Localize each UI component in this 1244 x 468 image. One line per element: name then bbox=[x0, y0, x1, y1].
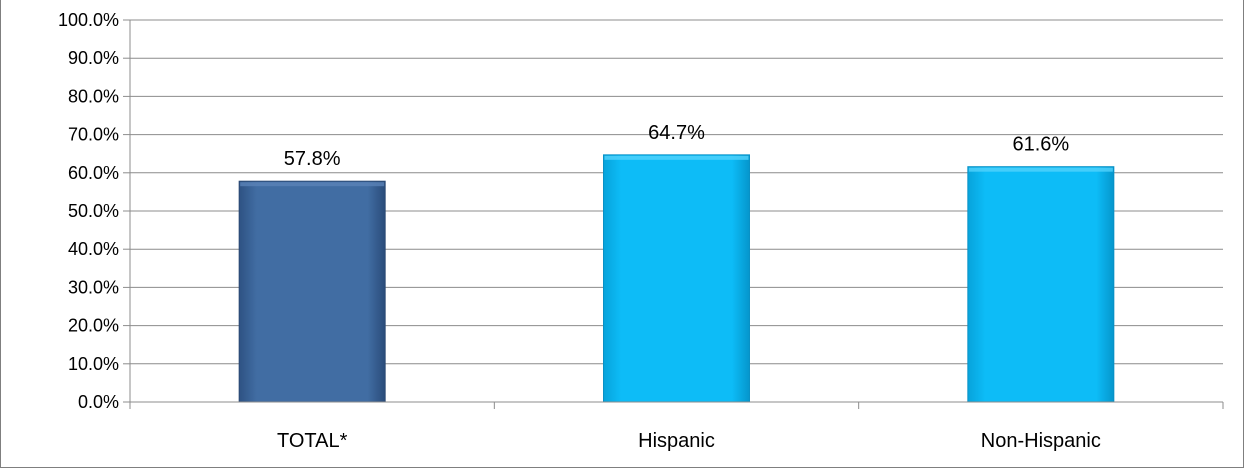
bar-total bbox=[238, 180, 386, 403]
y-tick-label: 50.0% bbox=[68, 201, 119, 221]
y-tick-label: 90.0% bbox=[68, 48, 119, 68]
category-label: TOTAL* bbox=[277, 430, 348, 452]
y-tick-label: 60.0% bbox=[68, 163, 119, 183]
bar-bevel bbox=[240, 182, 385, 187]
bar-bevel bbox=[604, 155, 749, 160]
y-tick-label: 20.0% bbox=[68, 316, 119, 336]
y-tick-label: 80.0% bbox=[68, 86, 119, 106]
y-tick-label: 0.0% bbox=[78, 392, 119, 412]
data-label: 61.6% bbox=[1012, 134, 1069, 156]
category-label: Hispanic bbox=[638, 430, 715, 452]
y-axis-tick-labels: 0.0% 10.0% 20.0% 30.0% 40.0% 50.0% 60.0% 70.0% 8… bbox=[58, 10, 119, 412]
y-tick-label: 10.0% bbox=[68, 354, 119, 374]
bar-non-hispanic bbox=[967, 166, 1115, 403]
bars bbox=[238, 154, 1115, 403]
y-tick-label: 30.0% bbox=[68, 277, 119, 297]
axes bbox=[123, 19, 1224, 409]
category-label: Non-Hispanic bbox=[981, 430, 1101, 452]
y-tick-label: 70.0% bbox=[68, 125, 119, 145]
bar-bevel bbox=[968, 167, 1113, 172]
category-labels: TOTAL* Hispanic Non-Hispanic bbox=[277, 430, 1101, 452]
data-label: 64.7% bbox=[648, 122, 705, 144]
data-label: 57.8% bbox=[284, 148, 341, 170]
y-tick-label: 40.0% bbox=[68, 239, 119, 259]
data-labels: 57.8% 64.7% 61.6% bbox=[284, 122, 1070, 170]
bar-hispanic bbox=[603, 154, 750, 403]
y-tick-label: 100.0% bbox=[58, 10, 119, 30]
